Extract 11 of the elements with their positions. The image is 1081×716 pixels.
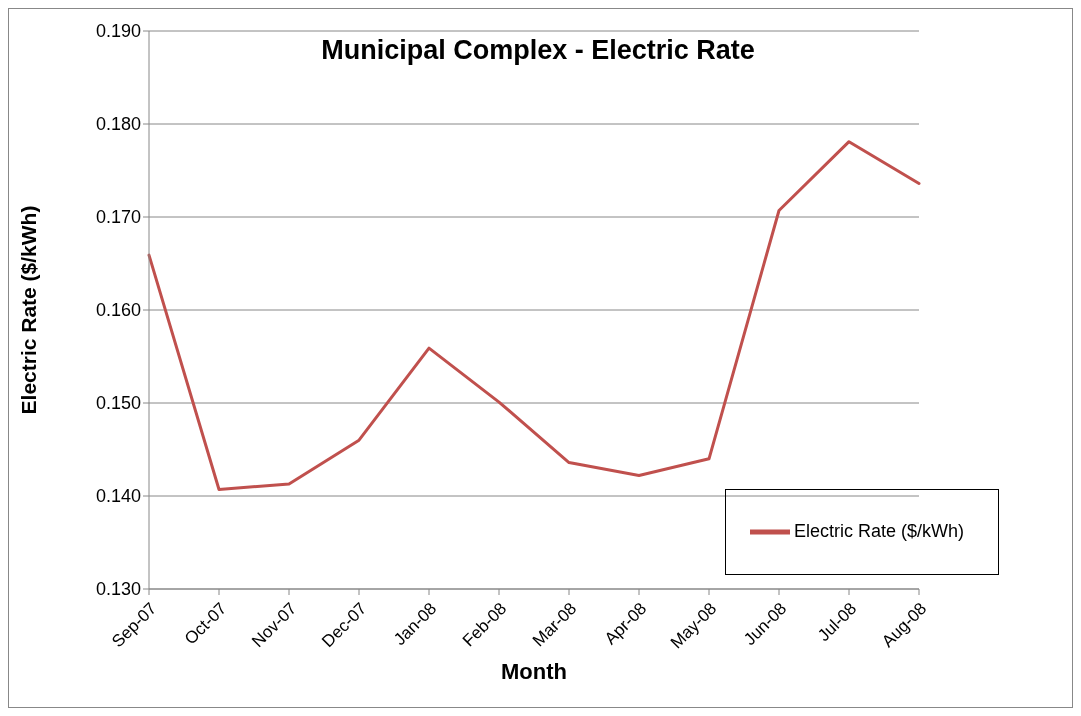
y-tick-label: 0.160 bbox=[95, 300, 141, 321]
y-tick-label: 0.170 bbox=[95, 207, 141, 228]
y-tick-label: 0.140 bbox=[95, 486, 141, 507]
legend-label: Electric Rate ($/kWh) bbox=[793, 520, 965, 541]
y-tick-label: 0.180 bbox=[95, 114, 141, 135]
y-tick-label: 0.190 bbox=[95, 21, 141, 42]
x-axis-title: Month bbox=[501, 659, 567, 684]
y-axis-title: Electric Rate ($/kWh) bbox=[17, 205, 41, 415]
y-tick-label: 0.150 bbox=[95, 393, 141, 414]
y-tick-label: 0.130 bbox=[95, 579, 141, 600]
chart-title: Municipal Complex - Electric Rate bbox=[320, 35, 756, 66]
